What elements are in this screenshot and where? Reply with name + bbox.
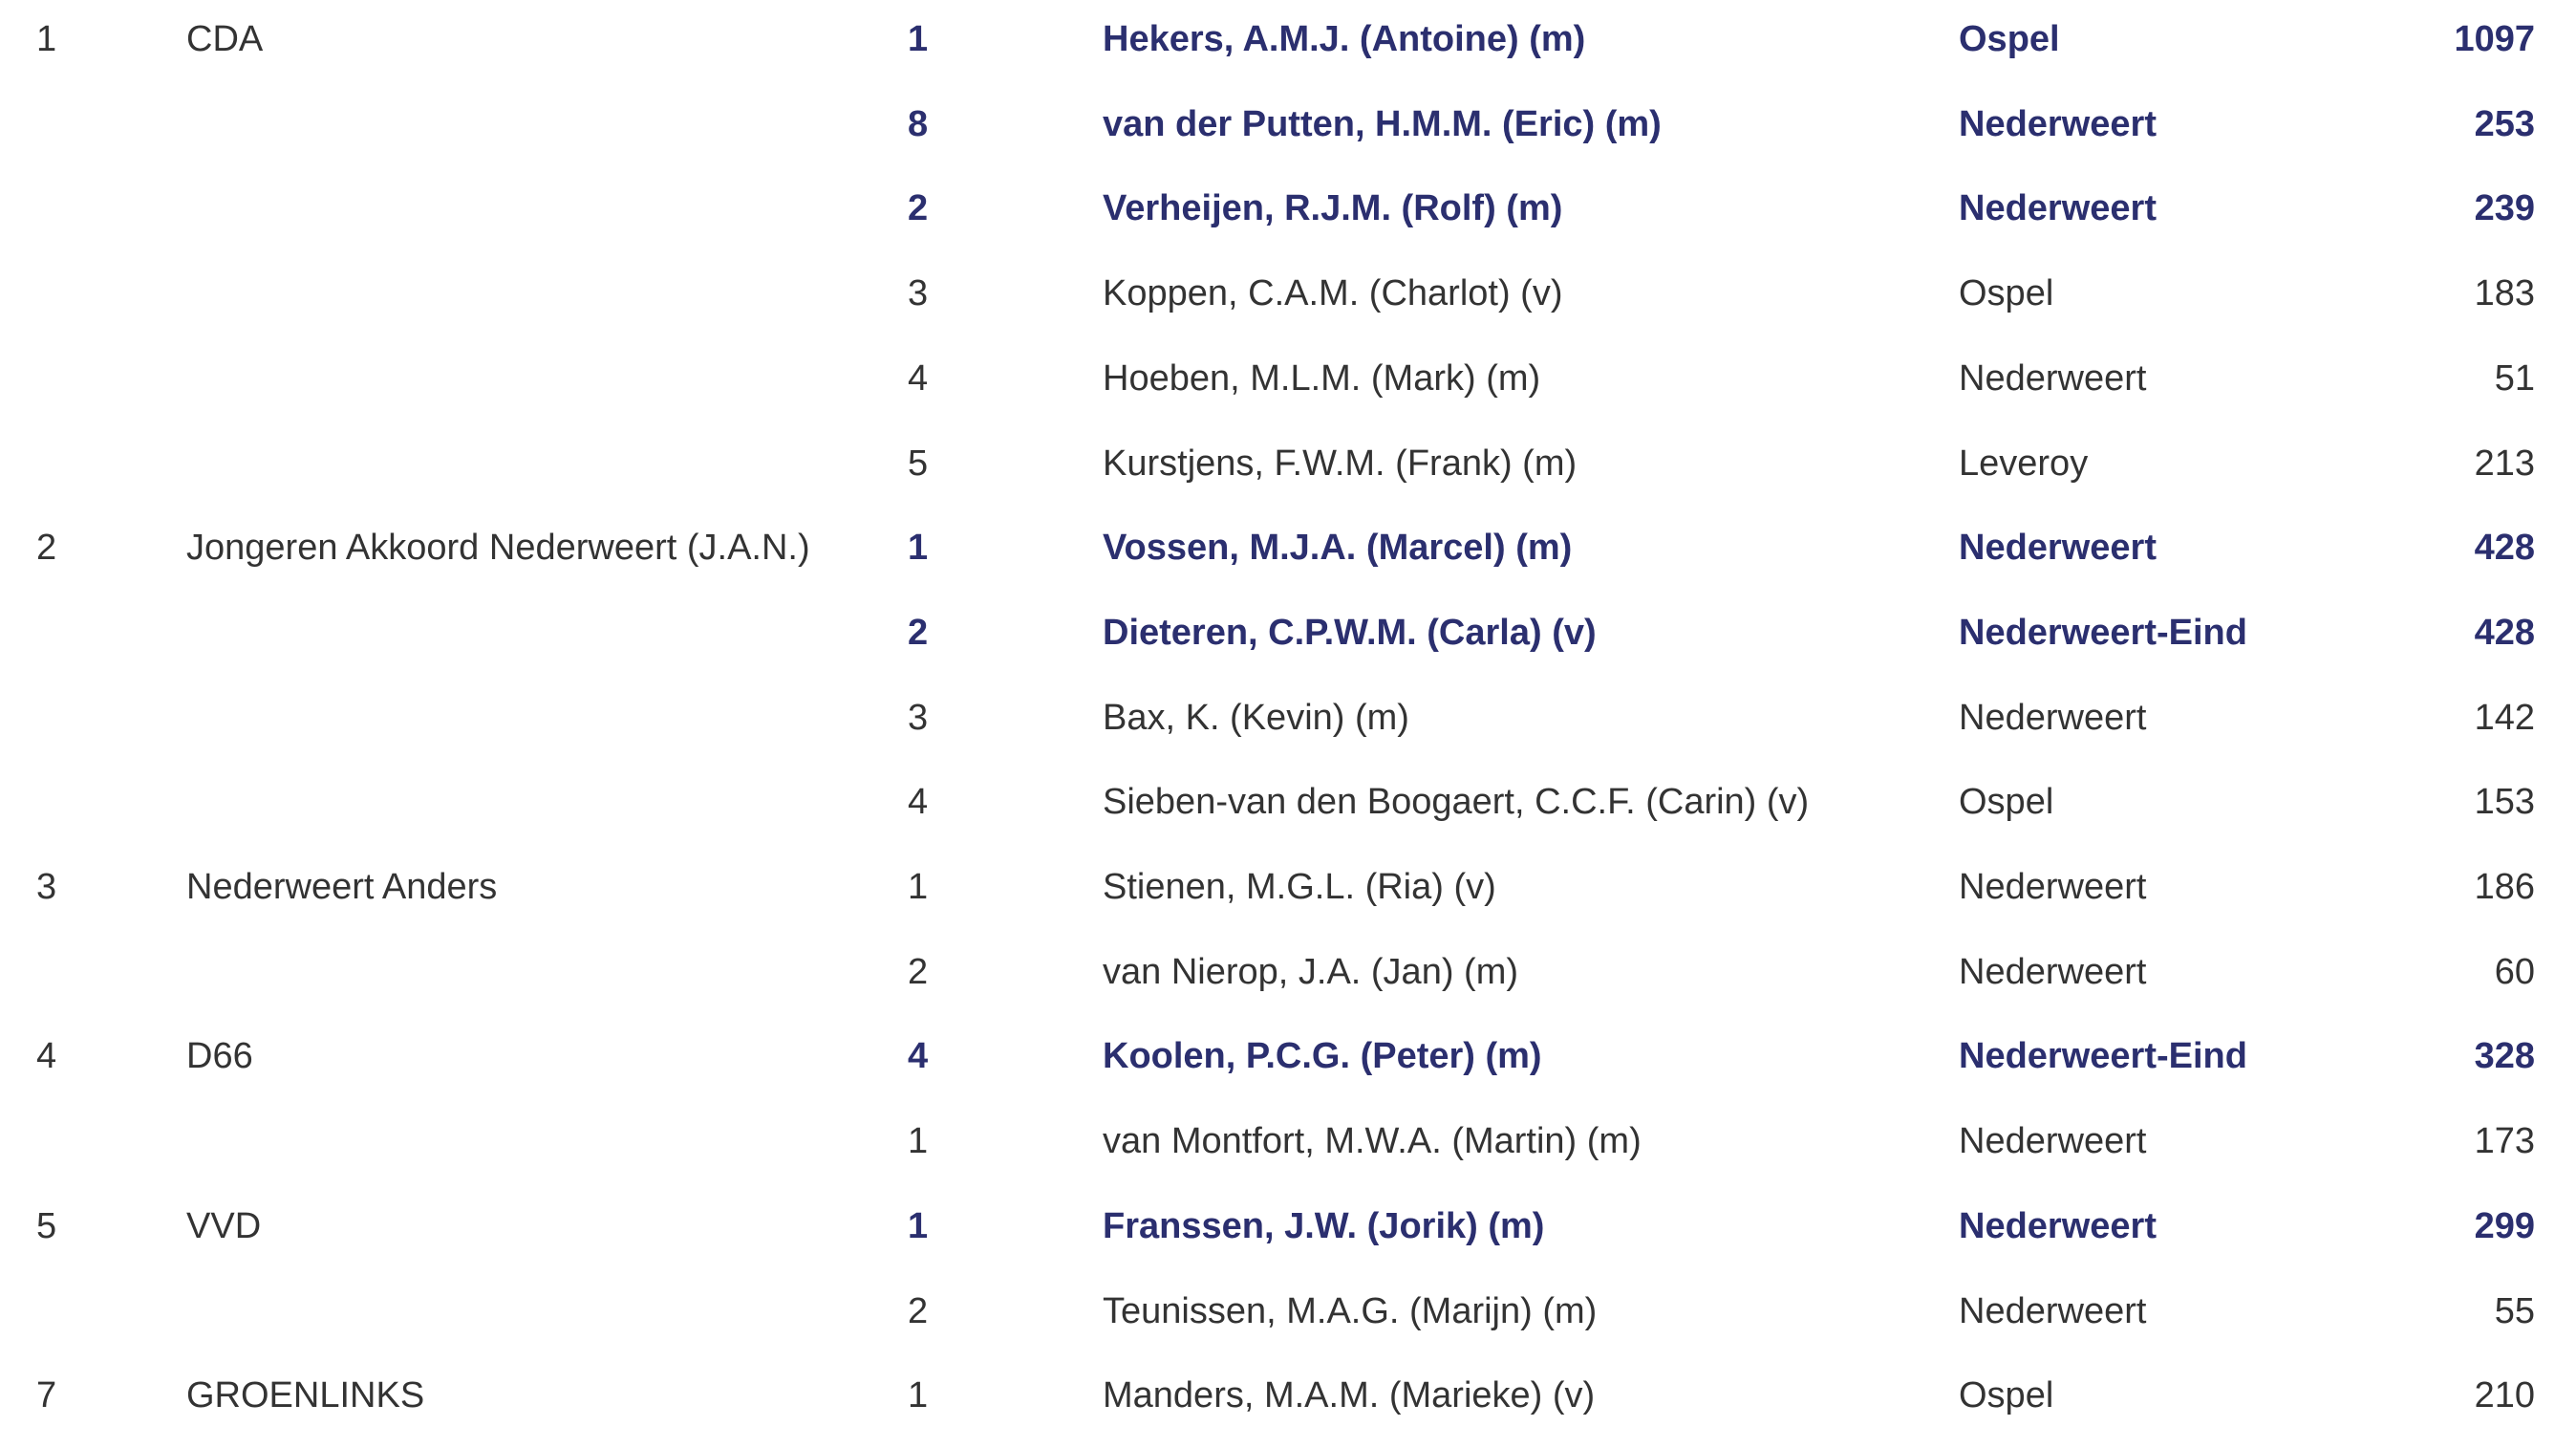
vote-count: 213: [2474, 443, 2535, 484]
table-row: 2 Teunissen, M.A.G. (Marijn) (m) Nederweer…: [0, 1280, 2576, 1364]
candidate-place: Nederweert: [1959, 697, 2147, 738]
vote-count: 253: [2474, 103, 2535, 144]
candidate-position: 1: [908, 867, 929, 907]
candidate-name: Koppen, C.A.M. (Charlot) (v): [1103, 273, 1563, 314]
vote-count: 60: [2494, 951, 2535, 992]
candidate-name: Hoeben, M.L.M. (Mark) (m): [1103, 357, 1541, 399]
candidate-position: 4: [908, 782, 929, 823]
candidate-place: Leveroy: [1959, 443, 2089, 484]
list-number: 4: [36, 1036, 57, 1077]
table-row: 5 Kurstjens, F.W.M. (Frank) (m) Leveroy 213: [0, 432, 2576, 516]
list-number: 1: [36, 19, 57, 59]
table-row: 2 van Nierop, J.A. (Jan) (m) Nederweert 60: [0, 940, 2576, 1025]
table-row: 2 Jongeren Akkoord Nederweert (J.A.N.) 1 Vo…: [0, 516, 2576, 600]
candidate-name: Teunissen, M.A.G. (Marijn) (m): [1103, 1290, 1598, 1331]
party-name: D66: [186, 1036, 253, 1077]
candidate-place: Ospel: [1959, 1375, 2054, 1416]
candidate-place: Nederweert: [1959, 188, 2157, 229]
party-name: Nederweert Anders: [186, 867, 498, 907]
candidate-place: Nederweert: [1959, 1205, 2157, 1246]
vote-count: 153: [2474, 782, 2535, 823]
table-row: 1 CDA 1 Hekers, A.M.J. (Antoine) (m) Ospel 10…: [0, 8, 2576, 92]
table-row: 4 Hoeben, M.L.M. (Mark) (m) Nederweert 51: [0, 347, 2576, 431]
candidate-position: 5: [908, 443, 929, 484]
candidate-name: van der Putten, H.M.M. (Eric) (m): [1103, 103, 1662, 144]
candidate-position: 1: [908, 1121, 929, 1162]
table-row: 3 Koppen, C.A.M. (Charlot) (v) Ospel 183: [0, 262, 2576, 346]
vote-count: 328: [2474, 1036, 2535, 1077]
table-row: 2 Dieteren, C.P.W.M. (Carla) (v) Nederweer…: [0, 601, 2576, 685]
candidate-name: Sieben-van den Boogaert, C.C.F. (Carin) …: [1103, 782, 1810, 823]
candidate-name: Vossen, M.J.A. (Marcel) (m): [1103, 528, 1573, 569]
candidate-place: Nederweert-Eind: [1959, 612, 2247, 653]
candidate-position: 2: [908, 188, 929, 229]
candidate-name: Franssen, J.W. (Jorik) (m): [1103, 1205, 1545, 1246]
candidate-name: Koolen, P.C.G. (Peter) (m): [1103, 1036, 1542, 1077]
candidate-name: van Montfort, M.W.A. (Martin) (m): [1103, 1121, 1642, 1162]
candidate-position: 2: [908, 951, 929, 992]
candidate-place: Nederweert: [1959, 1121, 2147, 1162]
vote-count: 428: [2474, 528, 2535, 569]
vote-count: 299: [2474, 1205, 2535, 1246]
candidate-place: Nederweert: [1959, 951, 2147, 992]
candidate-place: Nederweert: [1959, 528, 2157, 569]
table-row: 1 van Montfort, M.W.A. (Martin) (m) Nederw…: [0, 1110, 2576, 1194]
candidate-position: 2: [908, 1290, 929, 1331]
vote-count: 183: [2474, 273, 2535, 314]
vote-count: 1097: [2454, 19, 2535, 59]
candidate-position: 4: [908, 1036, 929, 1077]
table-row: 4 D66 4 Koolen, P.C.G. (Peter) (m) Nederweer…: [0, 1025, 2576, 1109]
candidate-name: Hekers, A.M.J. (Antoine) (m): [1103, 19, 1586, 59]
table-row: 2 Verheijen, R.J.M. (Rolf) (m) Nederweert 2…: [0, 177, 2576, 261]
list-number: 2: [36, 528, 57, 569]
candidate-place: Ospel: [1959, 782, 2054, 823]
candidate-place: Ospel: [1959, 19, 2060, 59]
vote-count: 186: [2474, 867, 2535, 907]
candidate-position: 1: [908, 528, 929, 569]
candidate-name: Kurstjens, F.W.M. (Frank) (m): [1103, 443, 1578, 484]
candidate-position: 1: [908, 1205, 929, 1246]
candidate-position: 3: [908, 697, 929, 738]
vote-count: 428: [2474, 612, 2535, 653]
table-row: 7 GROENLINKS 1 Manders, M.A.M. (Marieke) (v…: [0, 1364, 2576, 1448]
vote-count: 173: [2474, 1121, 2535, 1162]
candidate-name: Dieteren, C.P.W.M. (Carla) (v): [1103, 612, 1597, 653]
candidate-name: Stienen, M.G.L. (Ria) (v): [1103, 867, 1496, 907]
candidate-name: Bax, K. (Kevin) (m): [1103, 697, 1409, 738]
vote-count: 51: [2494, 357, 2535, 399]
party-name: VVD: [186, 1205, 262, 1246]
list-number: 5: [36, 1205, 57, 1246]
party-name: Jongeren Akkoord Nederweert (J.A.N.): [186, 528, 810, 569]
candidate-name: Manders, M.A.M. (Marieke) (v): [1103, 1375, 1596, 1416]
candidate-place: Nederweert: [1959, 867, 2147, 907]
candidate-position: 8: [908, 103, 929, 144]
table-row: 5 VVD 1 Franssen, J.W. (Jorik) (m) Nederweer…: [0, 1195, 2576, 1279]
candidate-position: 4: [908, 357, 929, 399]
table-row: 3 Nederweert Anders 1 Stienen, M.G.L. (Ria)…: [0, 855, 2576, 940]
candidate-place: Nederweert: [1959, 1290, 2147, 1331]
candidate-place: Nederweert: [1959, 103, 2157, 144]
candidate-place: Ospel: [1959, 273, 2054, 314]
table-row: 8 van der Putten, H.M.M. (Eric) (m) Nederw…: [0, 93, 2576, 177]
candidate-place: Nederweert-Eind: [1959, 1036, 2247, 1077]
vote-count: 210: [2474, 1375, 2535, 1416]
candidate-position: 3: [908, 273, 929, 314]
candidate-position: 1: [908, 19, 929, 59]
table-row: 4 Sieben-van den Boogaert, C.C.F. (Carin)…: [0, 770, 2576, 854]
vote-count: 55: [2494, 1290, 2535, 1331]
vote-count: 239: [2474, 188, 2535, 229]
vote-count: 142: [2474, 697, 2535, 738]
list-number: 3: [36, 867, 57, 907]
candidate-position: 1: [908, 1375, 929, 1416]
party-name: GROENLINKS: [186, 1375, 425, 1416]
candidate-name: Verheijen, R.J.M. (Rolf) (m): [1103, 188, 1563, 229]
party-name: CDA: [186, 19, 264, 59]
candidate-position: 2: [908, 612, 929, 653]
table-row: 3 Bax, K. (Kevin) (m) Nederweert 142: [0, 686, 2576, 770]
candidate-place: Nederweert: [1959, 357, 2147, 399]
list-number: 7: [36, 1375, 57, 1416]
candidate-name: van Nierop, J.A. (Jan) (m): [1103, 951, 1518, 992]
